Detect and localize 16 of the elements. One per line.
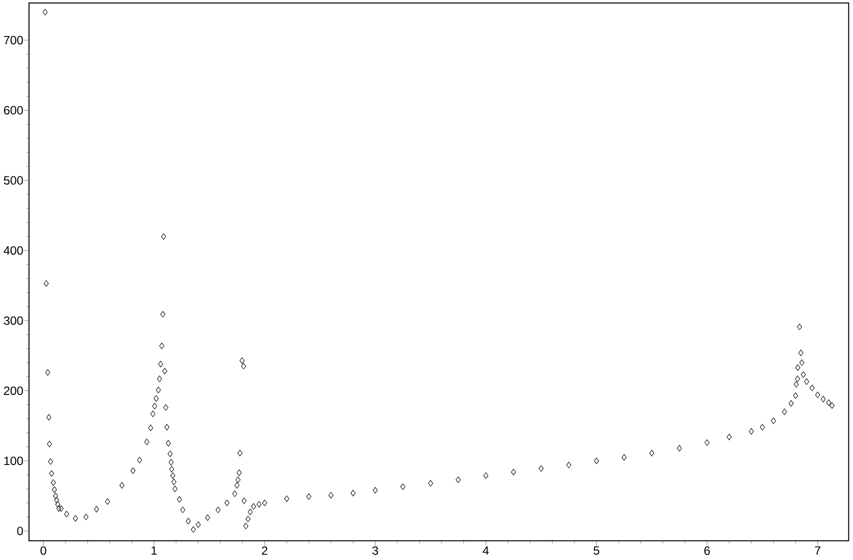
x-tick-label: 5 bbox=[594, 546, 600, 555]
x-tick-label: 2 bbox=[262, 546, 268, 555]
x-tick-label: 3 bbox=[372, 546, 378, 555]
x-tick-label: 1 bbox=[152, 546, 157, 555]
x-tick-label: 6 bbox=[704, 546, 710, 555]
x-tick-label: 0 bbox=[40, 546, 46, 555]
y-tick-label: 300 bbox=[4, 316, 23, 325]
y-tick-label: 0 bbox=[17, 526, 23, 536]
y-tick-label: 400 bbox=[4, 246, 23, 255]
y-tick-label: 600 bbox=[4, 106, 23, 115]
y-tick-label: 200 bbox=[4, 386, 23, 396]
y-tick-label: 700 bbox=[4, 36, 23, 45]
y-tick-label: 100 bbox=[4, 456, 23, 466]
x-tick-label: 4 bbox=[482, 546, 489, 555]
x-tick-label: 7 bbox=[814, 546, 820, 555]
y-tick-label: 500 bbox=[4, 176, 23, 185]
